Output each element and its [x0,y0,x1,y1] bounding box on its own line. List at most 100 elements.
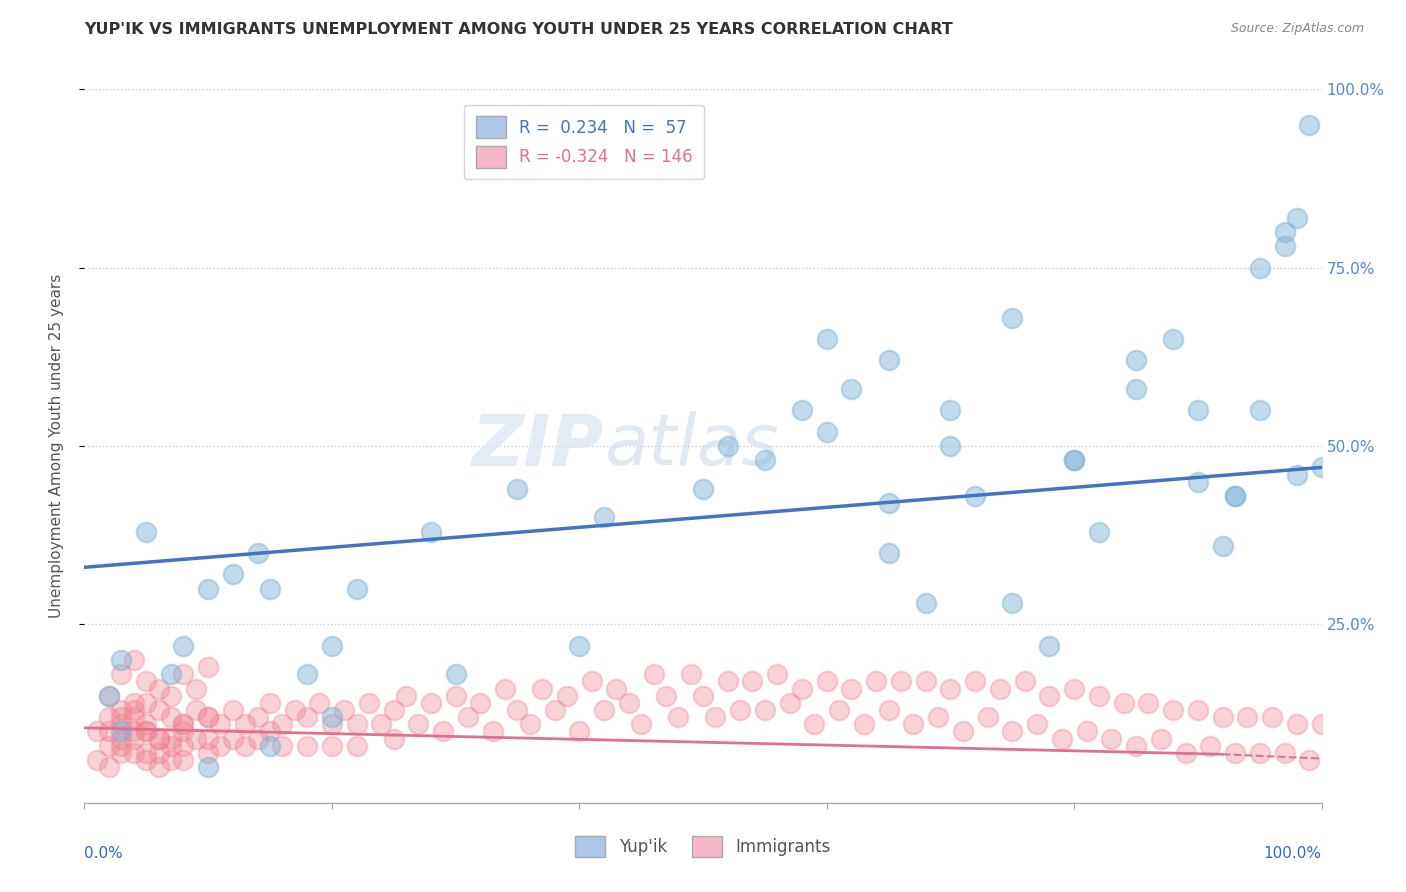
Point [1001,724,1024,739]
Point [382,703,405,717]
Point [197,582,219,596]
Point [1014,674,1036,689]
Point [1285,717,1308,731]
Point [271,739,294,753]
Point [295,710,318,724]
Point [321,717,343,731]
Point [1310,717,1333,731]
Point [841,382,863,396]
Point [110,653,132,667]
Point [246,710,269,724]
Point [333,703,356,717]
Point [766,667,789,681]
Point [395,689,418,703]
Point [815,674,838,689]
Point [803,717,825,731]
Point [110,717,132,731]
Point [965,489,987,503]
Point [122,731,145,746]
Point [197,710,219,724]
Point [271,717,294,731]
Point [259,724,281,739]
Point [903,717,925,731]
Point [1223,489,1246,503]
Point [1063,453,1085,467]
Point [110,703,132,717]
Point [790,403,813,417]
Point [939,681,962,696]
Point [1112,696,1135,710]
Point [1076,724,1098,739]
Point [728,703,751,717]
Point [148,746,170,760]
Point [135,724,157,739]
Point [222,567,245,582]
Point [1249,260,1271,275]
Point [581,674,603,689]
Point [1099,731,1122,746]
Point [259,739,281,753]
Point [568,639,591,653]
Point [295,667,318,681]
Point [927,710,949,724]
Legend: Yup'ik, Immigrants: Yup'ik, Immigrants [567,828,839,866]
Point [233,717,256,731]
Point [246,546,269,560]
Point [1261,710,1284,724]
Point [184,731,207,746]
Point [890,674,912,689]
Point [321,639,343,653]
Point [259,696,281,710]
Point [630,717,652,731]
Point [877,353,900,368]
Point [605,681,627,696]
Point [593,510,616,524]
Point [444,689,467,703]
Point [122,696,145,710]
Point [148,731,170,746]
Point [643,667,665,681]
Point [1285,467,1308,482]
Point [841,681,863,696]
Point [160,731,183,746]
Point [432,724,454,739]
Point [122,703,145,717]
Point [197,710,219,724]
Point [1212,710,1234,724]
Point [135,674,157,689]
Point [494,681,516,696]
Point [160,667,183,681]
Point [1050,731,1073,746]
Point [98,689,121,703]
Point [98,724,121,739]
Point [754,703,776,717]
Point [295,739,318,753]
Point [1285,211,1308,225]
Point [1026,717,1049,731]
Point [308,696,330,710]
Point [1223,489,1246,503]
Point [98,760,121,774]
Point [98,710,121,724]
Point [135,724,157,739]
Point [779,696,801,710]
Point [122,710,145,724]
Point [1161,332,1184,346]
Point [148,681,170,696]
Point [1187,703,1209,717]
Point [1274,239,1296,253]
Point [122,724,145,739]
Point [135,717,157,731]
Point [357,696,380,710]
Point [160,710,183,724]
Point [692,482,714,496]
Point [1161,703,1184,717]
Point [506,703,529,717]
Point [346,582,368,596]
Point [444,667,467,681]
Point [98,689,121,703]
Point [1236,710,1258,724]
Point [470,696,492,710]
Point [86,753,108,767]
Point [965,674,987,689]
